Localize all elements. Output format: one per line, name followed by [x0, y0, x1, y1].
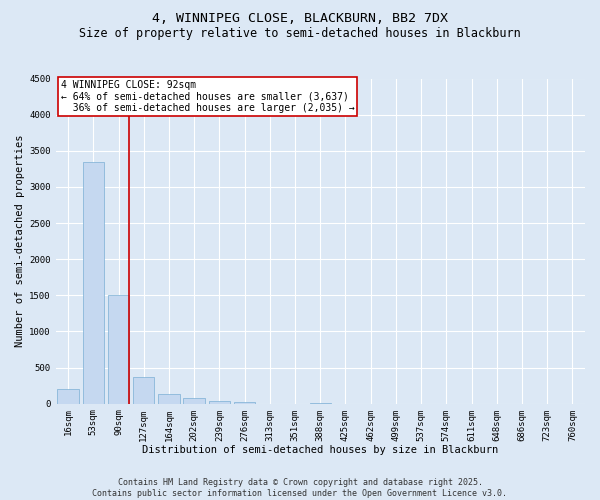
- Bar: [158, 394, 180, 404]
- Y-axis label: Number of semi-detached properties: Number of semi-detached properties: [15, 135, 25, 348]
- X-axis label: Distribution of semi-detached houses by size in Blackburn: Distribution of semi-detached houses by …: [142, 445, 499, 455]
- Bar: [108, 296, 129, 404]
- Bar: [133, 377, 154, 404]
- Text: 4, WINNIPEG CLOSE, BLACKBURN, BB2 7DX: 4, WINNIPEG CLOSE, BLACKBURN, BB2 7DX: [152, 12, 448, 26]
- Bar: [58, 390, 79, 404]
- Bar: [234, 402, 256, 404]
- Bar: [83, 162, 104, 404]
- Bar: [310, 402, 331, 404]
- Bar: [209, 401, 230, 404]
- Text: Size of property relative to semi-detached houses in Blackburn: Size of property relative to semi-detach…: [79, 28, 521, 40]
- Text: 4 WINNIPEG CLOSE: 92sqm
← 64% of semi-detached houses are smaller (3,637)
  36% : 4 WINNIPEG CLOSE: 92sqm ← 64% of semi-de…: [61, 80, 355, 114]
- Text: Contains HM Land Registry data © Crown copyright and database right 2025.
Contai: Contains HM Land Registry data © Crown c…: [92, 478, 508, 498]
- Bar: [184, 398, 205, 404]
